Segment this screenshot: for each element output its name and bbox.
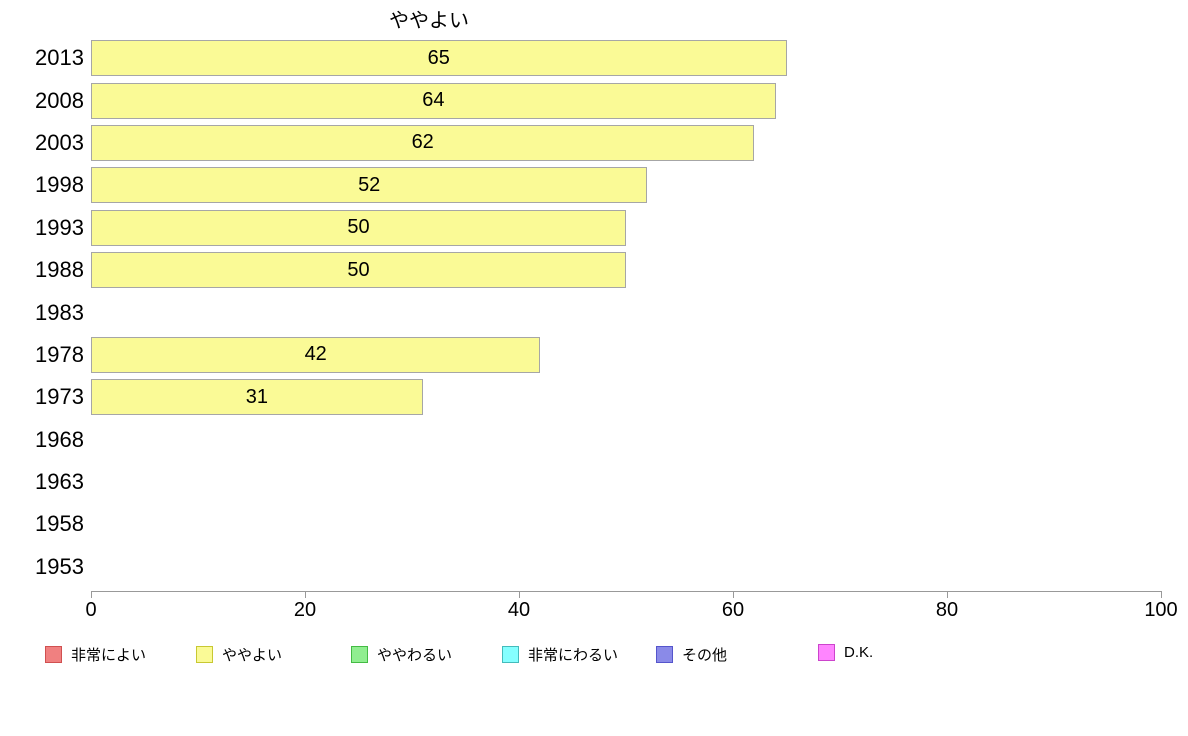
chart-row: 1963 [0, 461, 1161, 503]
legend-swatch-icon [196, 646, 213, 663]
x-axis-line [91, 591, 1162, 592]
legend-label: 非常にわるい [528, 647, 619, 664]
legend-swatch-icon [502, 646, 519, 663]
y-axis-label: 2003 [35, 129, 84, 155]
legend-swatch-icon [45, 646, 62, 663]
legend-item: 非常にわるい [502, 644, 618, 665]
legend-item: 非常によい [45, 644, 146, 665]
x-axis-tick-label: 60 [721, 599, 745, 621]
x-axis-tick [1161, 591, 1162, 598]
bar-track: 62 [91, 122, 1161, 164]
bar-track [91, 546, 1161, 588]
legend-swatch-icon [656, 646, 673, 663]
x-axis-tick [305, 591, 306, 598]
legend-swatch-icon [818, 644, 835, 661]
bar-value-label: 42 [304, 343, 327, 366]
bar-track [91, 461, 1161, 503]
y-axis-label: 1953 [35, 553, 84, 579]
legend-label: その他 [682, 647, 728, 664]
bar-track: 50 [91, 207, 1161, 249]
chart-row: 1958 [0, 503, 1161, 545]
chart-row: 1983 [0, 291, 1161, 333]
legend-label: ややよい [222, 647, 283, 664]
y-axis-label: 1998 [35, 172, 84, 198]
x-axis-tick-label: 20 [293, 599, 317, 621]
chart-row: 2003 62 [0, 122, 1161, 164]
chart-row: 1978 42 [0, 334, 1161, 376]
y-axis-label: 2008 [35, 87, 84, 113]
bar-track: 64 [91, 79, 1161, 121]
bar-track: 42 [91, 334, 1161, 376]
y-axis-label: 1958 [35, 511, 84, 537]
bar-value-label: 64 [422, 89, 445, 112]
y-axis-label: 1988 [35, 257, 84, 283]
bar: 31 [91, 379, 423, 416]
chart-row: 1973 31 [0, 376, 1161, 418]
chart-row: 1998 52 [0, 164, 1161, 206]
bar-track: 52 [91, 164, 1161, 206]
chart-row: 2008 64 [0, 79, 1161, 121]
bar-track [91, 291, 1161, 333]
bar: 50 [91, 209, 626, 246]
chart-row: 1988 50 [0, 249, 1161, 291]
legend-label: 非常によい [71, 647, 147, 664]
bar-value-label: 62 [411, 131, 434, 154]
x-axis-tick-label: 100 [1144, 599, 1178, 621]
legend-label: ややわるい [377, 647, 453, 664]
bar-track: 65 [91, 37, 1161, 79]
chart-legend: 非常によい ややよい ややわるい 非常にわるい その他 D.K. [0, 644, 1188, 666]
x-axis-tick-label: 40 [507, 599, 531, 621]
y-axis-label: 1963 [35, 469, 84, 495]
bar-track [91, 503, 1161, 545]
bar: 50 [91, 252, 626, 289]
legend-item: その他 [656, 644, 727, 665]
bar: 42 [91, 336, 541, 373]
y-axis-label: 1978 [35, 341, 84, 367]
legend-item: ややよい [196, 644, 282, 665]
x-axis-tick [91, 591, 92, 598]
bar-value-label: 52 [358, 173, 381, 196]
y-axis-label: 1973 [35, 384, 84, 410]
legend-item: D.K. [818, 644, 873, 661]
bar: 52 [91, 167, 648, 204]
legend-item: ややわるい [351, 644, 452, 665]
bar-track [91, 419, 1161, 461]
chart-row: 1968 [0, 419, 1161, 461]
bar-value-label: 50 [347, 216, 370, 239]
bar: 65 [91, 40, 787, 77]
legend-swatch-icon [351, 646, 368, 663]
x-axis-tick [733, 591, 734, 598]
bar-value-label: 65 [427, 46, 450, 69]
chart-row: 1953 [0, 546, 1161, 588]
y-axis-label: 2013 [35, 45, 84, 71]
chart-row: 1993 50 [0, 207, 1161, 249]
x-axis-tick [519, 591, 520, 598]
chart-title: ややよい [389, 10, 469, 32]
bar: 62 [91, 124, 755, 161]
x-axis-tick-label: 80 [935, 599, 959, 621]
y-axis-label: 1968 [35, 426, 84, 452]
y-axis-label: 1993 [35, 214, 84, 240]
x-axis-tick-label: 0 [85, 599, 97, 621]
bar-value-label: 50 [347, 258, 370, 281]
x-axis-tick [947, 591, 948, 598]
chart-row: 2013 65 [0, 37, 1161, 79]
bar-value-label: 31 [245, 385, 268, 408]
legend-label: D.K. [844, 644, 874, 661]
plot-rows: 2013 65 2008 64 2003 62 1998 52 1993 50 1988 50 1983… [0, 37, 1161, 588]
bar-track: 31 [91, 376, 1161, 418]
bar: 64 [91, 82, 776, 119]
bar-track: 50 [91, 249, 1161, 291]
y-axis-label: 1983 [35, 299, 84, 325]
